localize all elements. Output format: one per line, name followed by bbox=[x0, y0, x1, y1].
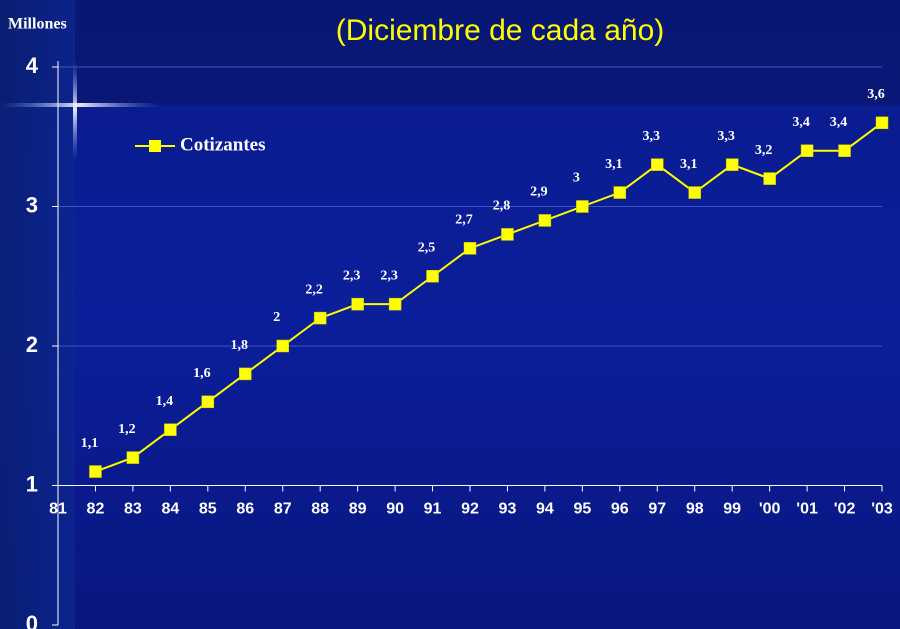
y-tick-label: 1 bbox=[26, 471, 38, 496]
data-label: 1,1 bbox=[81, 436, 99, 451]
flare bbox=[0, 103, 160, 107]
data-label: 1,4 bbox=[156, 394, 174, 409]
x-tick-label: 91 bbox=[424, 501, 442, 518]
data-label: 2,2 bbox=[305, 282, 323, 297]
x-tick-label: 95 bbox=[573, 501, 591, 518]
x-tick-label: 99 bbox=[723, 501, 741, 518]
flare bbox=[73, 60, 77, 160]
marker bbox=[613, 186, 627, 199]
x-tick-label: '02 bbox=[834, 501, 856, 518]
marker bbox=[688, 186, 701, 199]
marker bbox=[763, 172, 776, 185]
marker bbox=[725, 158, 739, 171]
x-tick-label: '00 bbox=[759, 501, 781, 518]
marker bbox=[576, 200, 589, 213]
x-tick-label: '03 bbox=[871, 501, 893, 518]
marker bbox=[538, 214, 552, 227]
data-label: 3 bbox=[573, 171, 580, 186]
marker bbox=[89, 465, 102, 478]
x-tick-label: 81 bbox=[49, 501, 67, 518]
data-label: 3,2 bbox=[755, 143, 773, 158]
x-tick-label: 90 bbox=[386, 501, 404, 518]
y-tick-label: 4 bbox=[26, 53, 39, 78]
data-label: 2 bbox=[273, 310, 280, 325]
data-label: 3,1 bbox=[605, 157, 623, 172]
x-tick-label: 88 bbox=[311, 501, 329, 518]
x-tick-label: 87 bbox=[274, 501, 292, 518]
y-axis-label: Millones bbox=[8, 16, 67, 33]
legend-marker bbox=[149, 140, 161, 152]
data-label: 1,2 bbox=[118, 422, 136, 437]
x-tick-label: 83 bbox=[124, 501, 142, 518]
x-tick-label: 92 bbox=[461, 501, 479, 518]
marker bbox=[426, 270, 439, 283]
data-label: 3,6 bbox=[867, 87, 885, 102]
chart-title: (Diciembre de cada año) bbox=[336, 14, 665, 47]
legend-label: Cotizantes bbox=[180, 134, 265, 155]
data-label: 3,3 bbox=[717, 129, 735, 144]
data-label: 2,8 bbox=[493, 199, 511, 214]
side-band bbox=[0, 0, 75, 629]
data-label: 1,6 bbox=[193, 366, 211, 381]
x-tick-label: 98 bbox=[686, 501, 704, 518]
y-tick-label: 3 bbox=[26, 192, 38, 217]
y-tick-label: 2 bbox=[26, 332, 38, 357]
series-line bbox=[95, 121, 883, 473]
marker bbox=[388, 297, 402, 311]
marker bbox=[838, 144, 851, 157]
x-tick-label: '01 bbox=[796, 501, 818, 518]
marker bbox=[875, 116, 889, 130]
data-label: 2,3 bbox=[380, 268, 398, 283]
y-tick-label: 0 bbox=[26, 611, 38, 629]
marker bbox=[201, 395, 215, 409]
data-label: 2,3 bbox=[343, 268, 361, 283]
data-label: 1,8 bbox=[231, 338, 249, 353]
marker bbox=[800, 144, 814, 157]
marker bbox=[351, 297, 364, 311]
marker bbox=[276, 339, 289, 353]
marker bbox=[164, 423, 177, 436]
x-tick-label: 96 bbox=[611, 501, 629, 518]
data-label: 3,4 bbox=[792, 115, 810, 130]
x-tick-label: 84 bbox=[161, 501, 179, 518]
x-tick-label: 89 bbox=[349, 501, 367, 518]
data-label: 2,9 bbox=[530, 185, 548, 200]
marker bbox=[501, 228, 514, 241]
x-tick-label: 82 bbox=[87, 501, 105, 518]
data-label: 2,7 bbox=[455, 213, 473, 228]
marker bbox=[651, 158, 664, 171]
x-tick-label: 86 bbox=[236, 501, 254, 518]
marker bbox=[126, 451, 140, 464]
data-label: 3,1 bbox=[680, 157, 698, 172]
data-label: 3,4 bbox=[830, 115, 848, 130]
data-label: 2,5 bbox=[418, 240, 436, 255]
header-band bbox=[0, 0, 900, 105]
x-tick-label: 97 bbox=[648, 501, 666, 518]
x-tick-label: 93 bbox=[499, 501, 517, 518]
marker bbox=[313, 311, 327, 325]
marker bbox=[239, 367, 252, 381]
data-label: 3,3 bbox=[643, 129, 661, 144]
x-tick-label: 94 bbox=[536, 501, 554, 518]
x-tick-label: 85 bbox=[199, 501, 217, 518]
marker bbox=[463, 242, 477, 255]
